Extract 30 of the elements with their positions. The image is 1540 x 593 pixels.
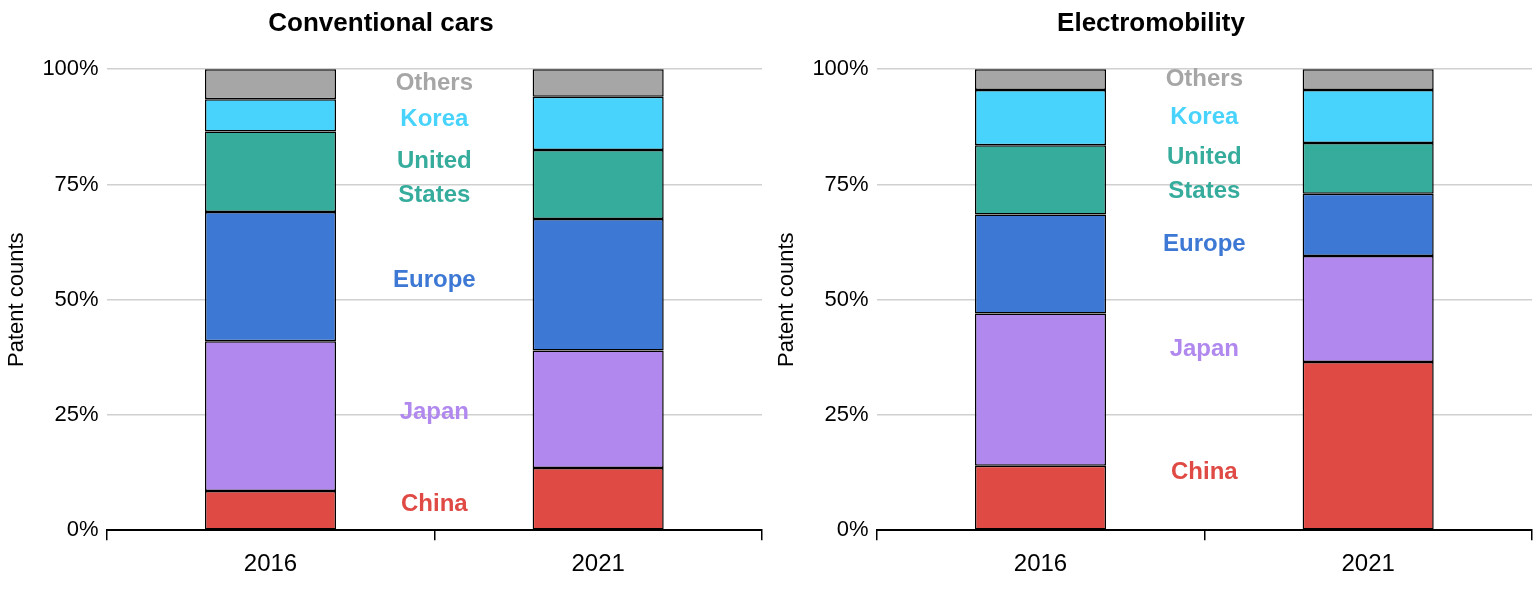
- text: United States: [397, 145, 472, 207]
- y-axis-title: Patent counts: [3, 232, 29, 367]
- x-tick-label: 2021: [1341, 549, 1395, 577]
- text: Korea: [400, 103, 469, 131]
- text: Japan: [399, 397, 470, 425]
- y-tick-label: 0%: [66, 516, 99, 542]
- y-tick-label: 50%: [54, 285, 99, 311]
- text: Korea: [1170, 101, 1239, 129]
- x-tick-label: 2016: [243, 549, 298, 577]
- chart-title: Electromobility: [1057, 6, 1246, 37]
- x-tick-label: 2016: [1013, 549, 1068, 577]
- text: Japan: [1169, 333, 1240, 361]
- y-tick-label: 50%: [824, 285, 869, 311]
- y-tick-label: 25%: [824, 401, 869, 427]
- y-tick-label: 75%: [824, 170, 869, 196]
- text: Others: [1165, 64, 1244, 92]
- text: China: [401, 489, 469, 517]
- text: Others: [395, 68, 474, 96]
- x-tick-label: 2021: [571, 549, 625, 577]
- text: United States: [1167, 141, 1242, 203]
- y-axis-title: Patent counts: [773, 232, 799, 367]
- text: Europe: [1162, 229, 1246, 257]
- text: Europe: [392, 265, 476, 293]
- y-tick-label: 75%: [54, 170, 99, 196]
- y-tick-label: 25%: [54, 401, 99, 427]
- y-tick-label: 100%: [812, 55, 869, 81]
- text: China: [1171, 456, 1239, 484]
- y-tick-label: 0%: [836, 516, 869, 542]
- chart-title: Conventional cars: [268, 6, 494, 37]
- y-tick-label: 100%: [42, 55, 99, 81]
